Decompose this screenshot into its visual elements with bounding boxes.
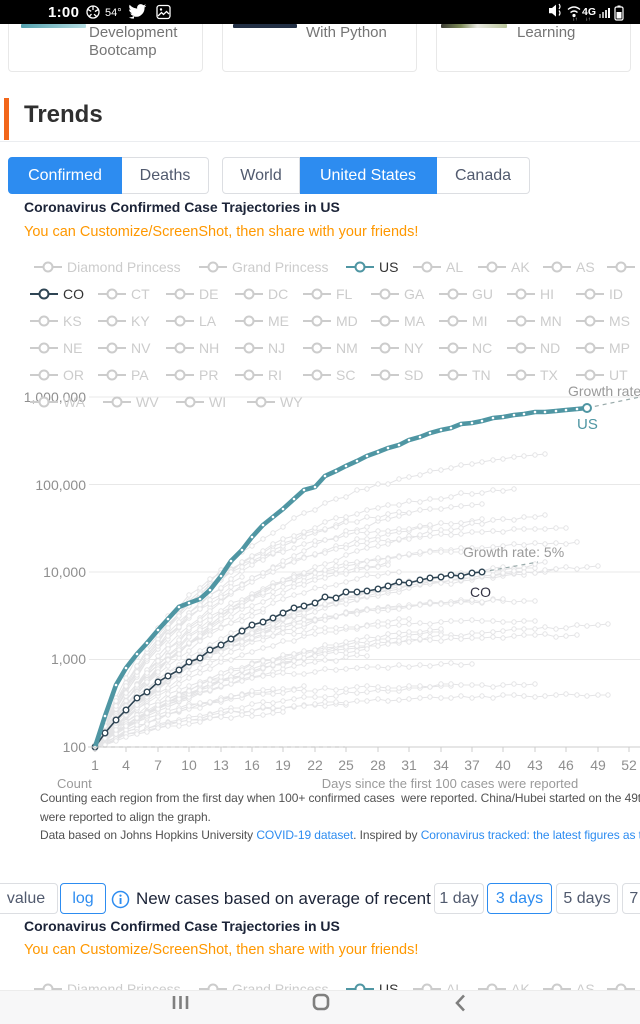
svg-text:43: 43 — [527, 757, 543, 773]
svg-text:46: 46 — [558, 757, 574, 773]
svg-text:37: 37 — [464, 757, 480, 773]
svg-text:16: 16 — [244, 757, 260, 773]
svg-text:↓↑: ↓↑ — [573, 17, 578, 23]
svg-text:Growth rate: 5%: Growth rate: 5% — [463, 544, 564, 560]
svg-text:4G: 4G — [582, 6, 596, 18]
svg-text:↓↑: ↓↑ — [586, 17, 591, 23]
svg-text:4: 4 — [122, 757, 130, 773]
svg-text:Growth rate: 10%: Growth rate: 10% — [568, 383, 640, 399]
svg-text:22: 22 — [307, 757, 323, 773]
svg-text:1: 1 — [91, 757, 99, 773]
svg-text:10,000: 10,000 — [43, 564, 86, 580]
svg-text:100,000: 100,000 — [35, 477, 86, 493]
svg-text:Count: Count — [57, 776, 92, 791]
svg-text:1,000: 1,000 — [51, 651, 86, 667]
svg-text:52: 52 — [621, 757, 637, 773]
svg-text:Days since the first 100 cases: Days since the first 100 cases were repo… — [322, 776, 579, 791]
svg-text:10: 10 — [181, 757, 197, 773]
svg-text:31: 31 — [401, 757, 417, 773]
svg-text:19: 19 — [275, 757, 291, 773]
svg-text:28: 28 — [370, 757, 386, 773]
svg-text:13: 13 — [213, 757, 229, 773]
svg-text:CO: CO — [470, 584, 491, 600]
svg-text:34: 34 — [433, 757, 449, 773]
svg-text:7: 7 — [154, 757, 162, 773]
svg-text:40: 40 — [495, 757, 511, 773]
svg-text:100: 100 — [63, 739, 87, 755]
svg-text:US: US — [577, 416, 598, 433]
svg-text:49: 49 — [590, 757, 606, 773]
svg-text:25: 25 — [338, 757, 354, 773]
svg-text:54°: 54° — [105, 7, 122, 19]
